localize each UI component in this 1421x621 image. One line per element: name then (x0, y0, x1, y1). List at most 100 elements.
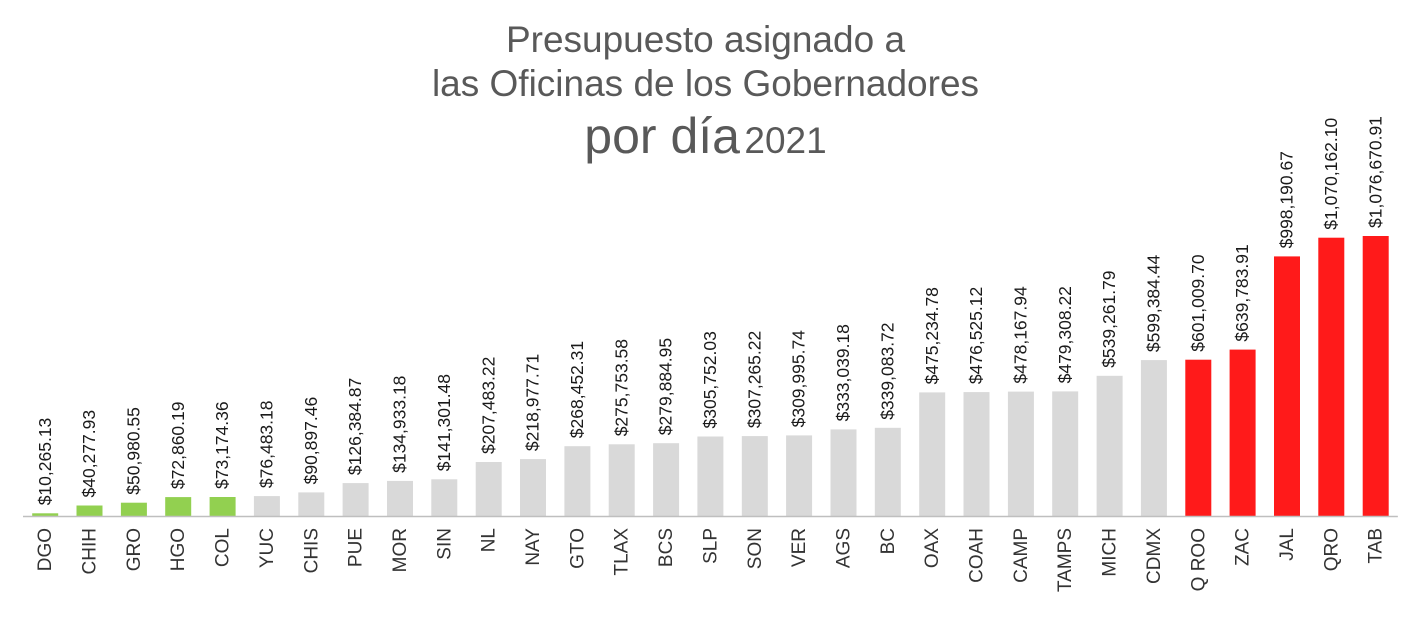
bar-camp (1007, 391, 1034, 516)
data-label-qro: $1,070,162.10 (1321, 118, 1341, 230)
category-label-nl: NL (479, 528, 500, 552)
bar-coah (963, 392, 990, 516)
bar-mor (387, 480, 413, 516)
data-label-zac: $639,783.91 (1232, 244, 1252, 341)
bar-sin (431, 479, 458, 516)
bar-son (741, 436, 768, 516)
category-labels-group: DGO CHIH GRO HGO COL YUC CHIS PUE MOR SIN NL NAY GTO… (35, 528, 1387, 592)
data-label-ags: $333,039.18 (833, 324, 853, 421)
bar-ver (786, 435, 813, 516)
data-label-son: $307,265.22 (744, 331, 764, 428)
bar-chih (76, 505, 103, 516)
category-label-q-roo: Q ROO (1188, 528, 1209, 591)
bar-yuc (253, 496, 280, 516)
category-label-yuc: YUC (257, 528, 278, 568)
data-label-col: $73,174.36 (212, 401, 232, 489)
data-label-dgo: $10,265.13 (35, 418, 55, 506)
bar-nl (475, 462, 502, 516)
category-label-tlax: TLAX (612, 528, 633, 576)
category-label-coah: COAH (967, 528, 988, 583)
category-label-tab: TAB (1366, 528, 1387, 564)
category-label-hgo: HGO (168, 528, 189, 571)
bar-bcs (653, 443, 680, 516)
category-label-gto: GTO (567, 528, 588, 569)
bar-cdmx (1140, 360, 1167, 516)
bar-gro (120, 502, 147, 516)
category-label-bcs: BCS (656, 528, 677, 567)
bar-q-roo (1185, 359, 1212, 516)
bar-qro (1318, 237, 1345, 516)
title-por-dia: por día (584, 108, 740, 164)
category-label-col: COL (213, 528, 234, 567)
bar-dgo (32, 513, 59, 516)
data-label-pue: $126,384.87 (345, 378, 365, 475)
bar-nay (520, 459, 546, 516)
bar-zac (1229, 349, 1256, 516)
data-label-tamps: $479,308.22 (1055, 286, 1075, 383)
bar-bc (874, 427, 901, 516)
title-line-2: las Oficinas de los Gobernadores (431, 63, 980, 104)
data-label-chih: $40,277.93 (79, 410, 99, 498)
category-label-bc: BC (878, 528, 899, 554)
bar-col (209, 497, 236, 516)
data-label-oax: $475,234.78 (922, 287, 942, 384)
category-label-tamps: TAMPS (1055, 528, 1076, 592)
category-label-camp: CAMP (1011, 528, 1032, 583)
category-label-chih: CHIH (80, 528, 101, 574)
data-label-camp: $478,167.94 (1011, 286, 1031, 384)
bar-tlax (608, 444, 635, 516)
category-label-gro: GRO (124, 528, 145, 571)
title-line-1: Presupuesto asignado a (505, 19, 906, 60)
category-label-dgo: DGO (35, 528, 56, 571)
title-line-3: por día 2021 (0, 108, 1421, 177)
data-label-ver: $309,995.74 (789, 330, 809, 428)
data-label-hgo: $72,860.19 (168, 402, 188, 490)
bar-tab (1362, 236, 1389, 516)
bar-tamps (1052, 391, 1079, 516)
data-label-chis: $90,897.46 (301, 397, 321, 485)
bar-pue (342, 483, 369, 516)
bar-hgo (165, 497, 192, 516)
data-labels-group: $10,265.13 $40,277.93 $50,980.55 $72,860.19… (35, 116, 1385, 506)
bars-group (32, 236, 1389, 516)
category-label-qro: QRO (1321, 528, 1342, 571)
category-label-oax: OAX (922, 528, 943, 568)
data-label-mich: $539,261.79 (1099, 270, 1119, 367)
category-label-ags: AGS (834, 528, 855, 568)
category-label-chis: CHIS (301, 528, 322, 573)
data-label-bc: $339,083.72 (877, 322, 897, 419)
bar-mich (1096, 375, 1123, 516)
category-label-ver: VER (789, 528, 810, 567)
data-label-nay: $218,977.71 (523, 354, 543, 451)
category-label-mich: MICH (1100, 528, 1121, 577)
data-label-tab: $1,076,670.91 (1365, 116, 1385, 228)
data-label-sin: $141,301.48 (434, 374, 454, 471)
data-label-jal: $998,190.67 (1277, 151, 1297, 248)
category-label-zac: ZAC (1233, 528, 1254, 566)
data-label-mor: $134,933.18 (390, 376, 410, 473)
category-label-mor: MOR (390, 528, 411, 572)
bar-oax (919, 392, 946, 516)
data-label-yuc: $76,483.18 (257, 401, 277, 489)
title-year: 2021 (744, 120, 827, 161)
category-label-cdmx: CDMX (1144, 528, 1165, 584)
category-label-sin: SIN (434, 528, 455, 560)
chart-title: Presupuesto asignado a las Oficinas de l… (0, 18, 1421, 177)
data-label-bcs: $279,884.95 (656, 338, 676, 435)
data-label-coah: $476,525.12 (966, 287, 986, 384)
category-label-slp: SLP (700, 528, 721, 564)
category-label-pue: PUE (346, 528, 367, 567)
data-label-cdmx: $599,384.44 (1144, 255, 1164, 353)
category-label-son: SON (745, 528, 766, 569)
bar-gto (564, 446, 591, 516)
category-label-jal: JAL (1277, 528, 1298, 561)
bar-jal (1274, 256, 1300, 516)
data-label-tlax: $275,753.58 (611, 339, 631, 436)
bar-slp (697, 436, 724, 516)
data-label-q-roo: $601,009.70 (1188, 254, 1208, 352)
data-label-gro: $50,980.55 (124, 407, 144, 495)
bar-chis (298, 492, 325, 516)
data-label-gto: $268,452.31 (567, 341, 587, 438)
data-label-slp: $305,752.03 (700, 331, 720, 428)
